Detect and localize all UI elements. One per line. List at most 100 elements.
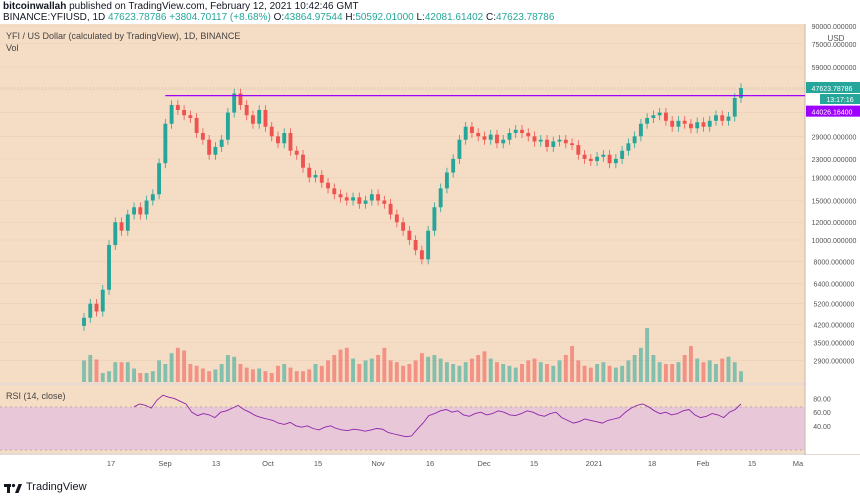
volume-bar	[645, 328, 650, 382]
volume-bar	[282, 364, 287, 382]
candle-body	[545, 139, 549, 147]
candle-body	[407, 230, 412, 241]
price-chart[interactable]: 80.00 60.00 40.00 90000.000000 75000.000000…	[0, 24, 860, 472]
y-tick-label: 75000.000000	[812, 42, 857, 49]
candle-body	[526, 133, 531, 137]
candle-body	[520, 129, 524, 134]
volume-bar	[357, 364, 362, 382]
time-axis-background	[0, 455, 860, 472]
volume-bar	[413, 360, 418, 382]
chart-header: bitcoinwallah published on TradingView.c…	[0, 0, 860, 24]
publisher-line: bitcoinwallah published on TradingView.c…	[3, 1, 359, 12]
publisher-name: bitcoinwallah	[3, 1, 67, 12]
x-tick-label: Ma	[793, 459, 804, 468]
candle-body	[488, 134, 493, 140]
candle-body	[651, 115, 656, 118]
candle-body	[538, 139, 543, 142]
candle-body	[501, 139, 506, 144]
candle-body	[301, 154, 305, 168]
volume-bar	[219, 364, 224, 382]
volume-bar	[557, 360, 562, 382]
candle-body	[426, 230, 431, 260]
y-tick-label: 12000.000000	[812, 220, 857, 227]
publisher-text: published on TradingView.com, February 1…	[69, 1, 359, 12]
volume-bar	[432, 355, 437, 382]
candle-body	[244, 104, 249, 116]
volume-bar	[545, 364, 549, 382]
candle-body	[689, 123, 693, 129]
rsi-legend: RSI (14, close)	[6, 391, 66, 401]
candle-body	[351, 197, 355, 201]
candle-body	[476, 133, 481, 137]
candle-body	[632, 136, 637, 144]
volume-bar	[144, 373, 149, 382]
currency-label: USD	[828, 34, 845, 43]
rsi-line	[133, 394, 742, 438]
candle-body	[144, 200, 149, 215]
candle-body	[307, 167, 312, 178]
chart-area[interactable]: 80.00 60.00 40.00 90000.000000 75000.000000…	[0, 24, 860, 472]
volume-bar	[244, 367, 249, 382]
candle-body	[576, 145, 581, 155]
volume-bar	[620, 365, 625, 382]
ohlc-line: BINANCE:YFIUSD, 1D 47623.78786 +3804.701…	[3, 12, 554, 23]
candle-body	[676, 120, 681, 127]
candle-body	[376, 194, 381, 201]
candle-body	[601, 154, 606, 157]
open-label: O:	[273, 12, 285, 23]
candle-body	[269, 126, 274, 137]
volume-bar	[200, 368, 205, 382]
volume-bar	[513, 367, 518, 382]
volume-bar	[238, 364, 243, 382]
candle-body	[438, 188, 443, 208]
y-tick-label: 23000.000000	[812, 157, 857, 164]
volume-bar	[213, 369, 218, 382]
volume-bar	[376, 355, 381, 382]
volume-bar	[488, 358, 493, 382]
candle-body	[382, 200, 387, 204]
candle-body	[294, 150, 299, 155]
candle-body	[432, 207, 437, 231]
candle-body	[88, 303, 93, 318]
volume-bar	[657, 362, 662, 382]
tradingview-logo[interactable]: TradingView	[4, 481, 87, 493]
candle-body	[319, 174, 324, 183]
candle-body	[394, 214, 399, 223]
candle-body	[613, 158, 618, 164]
volume-bar	[451, 364, 456, 382]
x-tick-label: Dec	[477, 459, 491, 468]
high-value: 50592.01000	[355, 12, 414, 23]
volume-bar	[100, 373, 105, 382]
candle-body	[670, 120, 675, 127]
volume-bar	[175, 347, 180, 382]
y-tick-label: 5200.000000	[814, 302, 855, 309]
volume-bar	[476, 355, 481, 382]
y-tick-label: 19000.000000	[812, 175, 857, 182]
close-label: C:	[486, 12, 497, 23]
y-tick-label: 6400.000000	[814, 281, 855, 288]
volume-bar	[419, 353, 424, 382]
volume-bar	[401, 365, 406, 382]
volume-bar	[526, 360, 531, 382]
x-tick-label: 13	[212, 459, 220, 468]
volume-bar	[689, 346, 693, 382]
countdown-tag	[820, 93, 860, 104]
volume-bar	[294, 371, 299, 382]
candle-body	[695, 122, 700, 129]
candle-body	[188, 115, 193, 118]
volume-bar	[501, 364, 506, 382]
candle-body	[451, 158, 456, 173]
volume-bar	[194, 365, 199, 382]
y-tick-label: 2900.000000	[814, 359, 855, 366]
volume-bar	[607, 365, 612, 382]
candle-body	[582, 154, 587, 159]
candle-body	[332, 188, 337, 195]
volume-bar	[595, 364, 600, 382]
candle-body	[470, 126, 474, 134]
volume-bar	[444, 362, 449, 382]
volume-bar	[332, 355, 337, 382]
volume-bar	[426, 356, 431, 382]
volume-bar	[157, 360, 162, 382]
volume-bar	[538, 362, 543, 382]
x-tick-label: Sep	[158, 459, 171, 468]
